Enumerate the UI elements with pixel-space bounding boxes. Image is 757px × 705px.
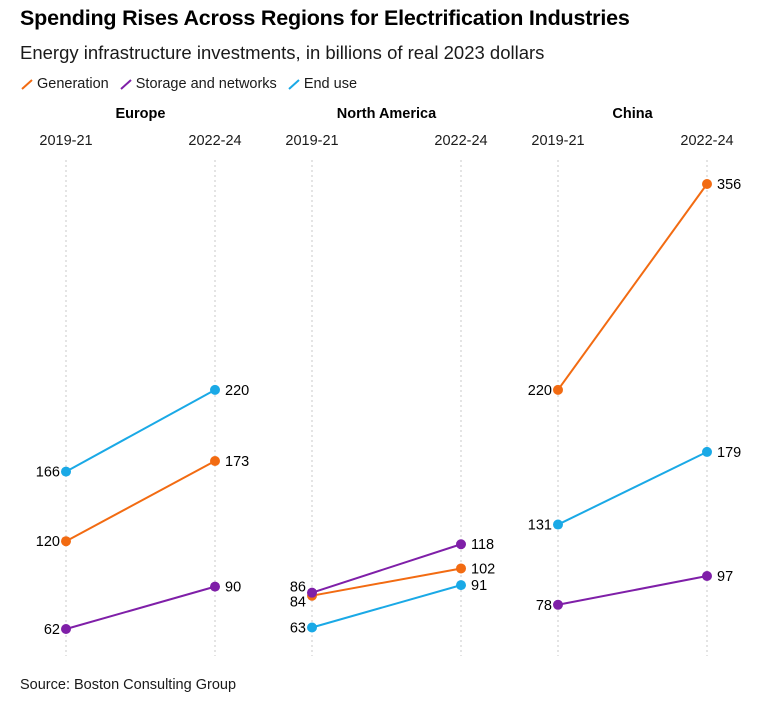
value-label-china-end-use-0: 131: [528, 518, 552, 534]
legend-end-use-swatch-icon: [288, 79, 300, 90]
legend: Generation Storage and networks End use: [20, 76, 367, 92]
legend-storage-label: Storage and networks: [135, 76, 277, 92]
point-europe-end-use-1: [210, 384, 220, 395]
legend-item-storage: Storage and networks: [119, 76, 277, 92]
point-china-generation-0: [553, 384, 563, 395]
value-label-north-america-generation-0: 84: [290, 595, 306, 611]
value-label-europe-end-use-1: 220: [225, 383, 249, 399]
year-label-north-america-0: 2019-21: [285, 133, 338, 149]
line-china-end-use: [557, 451, 708, 526]
value-label-north-america-storage-and-networks-0: 86: [290, 580, 306, 596]
value-label-north-america-end-use-1: 91: [471, 578, 487, 594]
point-europe-storage-and-networks-1: [210, 581, 220, 592]
value-label-china-storage-and-networks-0: 78: [536, 598, 552, 614]
value-label-china-storage-and-networks-1: 97: [717, 569, 733, 585]
region-label-china: China: [612, 106, 653, 122]
chart-title: Spending Rises Across Regions for Electr…: [20, 6, 630, 30]
region-label-north-america: North America: [337, 106, 437, 122]
point-north-america-storage-and-networks-0: [307, 587, 317, 598]
source-note: Source: Boston Consulting Group: [20, 677, 237, 693]
point-china-storage-and-networks-1: [702, 571, 712, 582]
line-europe-generation: [65, 460, 216, 543]
point-europe-generation-1: [210, 455, 220, 466]
legend-item-generation: Generation: [20, 76, 109, 92]
value-label-china-generation-1: 356: [717, 177, 741, 193]
legend-storage-swatch-icon: [120, 79, 132, 90]
point-europe-end-use-0: [61, 466, 71, 477]
line-north-america-generation: [311, 567, 462, 597]
point-china-generation-1: [702, 179, 712, 189]
line-europe-storage-and-networks: [65, 585, 216, 630]
point-china-end-use-0: [553, 519, 563, 530]
legend-generation-label: Generation: [37, 76, 109, 92]
point-china-storage-and-networks-0: [553, 599, 563, 610]
region-label-europe: Europe: [116, 106, 166, 122]
value-label-china-end-use-1: 179: [717, 445, 741, 461]
year-label-china-1: 2022-24: [680, 133, 733, 149]
point-north-america-generation-1: [456, 563, 466, 574]
year-label-china-0: 2019-21: [531, 133, 584, 149]
year-label-europe-1: 2022-24: [188, 133, 241, 149]
legend-end-use-label: End use: [303, 76, 358, 92]
value-label-europe-storage-and-networks-1: 90: [225, 580, 241, 596]
value-label-north-america-generation-1: 102: [471, 561, 495, 577]
point-north-america-end-use-0: [307, 622, 317, 633]
line-europe-end-use: [65, 388, 216, 473]
value-label-europe-storage-and-networks-0: 62: [44, 622, 60, 638]
value-label-europe-generation-0: 120: [36, 534, 60, 550]
year-label-europe-0: 2019-21: [39, 133, 92, 149]
value-label-china-generation-0: 220: [528, 383, 552, 399]
line-china-generation: [557, 183, 708, 391]
value-label-europe-end-use-0: 166: [36, 465, 60, 481]
line-north-america-end-use: [311, 584, 462, 629]
value-label-north-america-storage-and-networks-1: 118: [471, 537, 494, 553]
line-north-america-storage-and-networks: [311, 543, 462, 594]
legend-generation-swatch-icon: [21, 79, 33, 90]
line-china-storage-and-networks: [557, 575, 708, 606]
point-europe-generation-0: [61, 536, 71, 547]
point-north-america-storage-and-networks-1: [456, 539, 466, 550]
value-label-europe-generation-1: 173: [225, 454, 249, 470]
point-north-america-end-use-1: [456, 580, 466, 591]
value-label-north-america-end-use-0: 63: [290, 620, 306, 636]
year-label-north-america-1: 2022-24: [434, 133, 487, 149]
chart-subtitle: Energy infrastructure investments, in bi…: [20, 42, 545, 63]
legend-item-end-use: End use: [287, 76, 357, 92]
point-europe-storage-and-networks-0: [61, 624, 71, 634]
point-china-end-use-1: [702, 446, 712, 457]
